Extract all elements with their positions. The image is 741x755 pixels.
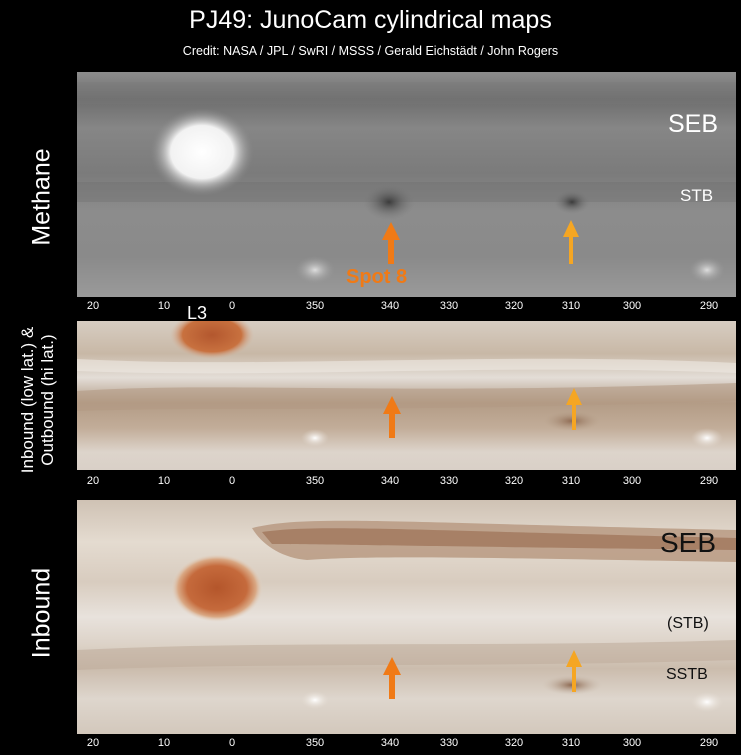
- longitude-tick: 330: [439, 737, 459, 749]
- longitude-tick: 10: [157, 475, 171, 487]
- belt-label-seb-inbound: SEB: [660, 527, 717, 558]
- arrow-up-icon: [382, 222, 400, 264]
- longitude-tick: 320: [504, 737, 524, 749]
- longitude-scale-1: 20 10 0 350 340 330 320 310 300 290: [77, 300, 736, 318]
- side-label-combined: Inbound (low lat.) & Outbound (hi lat.): [18, 327, 58, 473]
- belt-label-stb-inbound: (STB): [667, 615, 709, 632]
- longitude-tick: 290: [699, 300, 719, 312]
- longitude-tick: 10: [157, 737, 171, 749]
- longitude-tick: 340: [380, 300, 400, 312]
- longitude-tick: 310: [561, 300, 581, 312]
- belt-label-seb-methane: SEB: [668, 110, 719, 138]
- longitude-tick: 320: [504, 475, 524, 487]
- arrow-up-icon: [383, 657, 401, 699]
- longitude-tick: 0: [228, 737, 236, 749]
- belt-label-sstb-inbound: SSTB: [666, 666, 708, 683]
- longitude-tick: 310: [561, 737, 581, 749]
- methane-map-panel: [77, 72, 736, 297]
- longitude-tick: 310: [561, 475, 581, 487]
- longitude-tick: 300: [622, 300, 642, 312]
- longitude-tick: 340: [380, 737, 400, 749]
- longitude-tick: 0: [228, 300, 236, 312]
- side-label-combined-line1: Inbound (low lat.) &: [18, 326, 37, 474]
- longitude-tick: 320: [504, 300, 524, 312]
- longitude-tick: 330: [439, 300, 459, 312]
- arrow-up-icon: [383, 396, 401, 438]
- longitude-tick: 0: [228, 475, 236, 487]
- longitude-scale-3: 20 10 0 350 340 330 320 310 300 290: [77, 737, 736, 755]
- longitude-tick: 290: [699, 475, 719, 487]
- longitude-tick: 350: [305, 300, 325, 312]
- inbound-map-panel: [77, 500, 736, 734]
- longitude-tick: 10: [157, 300, 171, 312]
- longitude-tick: 20: [86, 300, 100, 312]
- credit-line: Credit: NASA / JPL / SwRI / MSSS / Geral…: [182, 44, 559, 58]
- belt-label-stb-methane: STB: [680, 186, 714, 205]
- spot-annotation: Spot 8: [346, 266, 408, 288]
- longitude-tick: 340: [380, 475, 400, 487]
- longitude-tick: 20: [86, 475, 100, 487]
- longitude-tick: 330: [439, 475, 459, 487]
- longitude-marker-l3: L3: [187, 303, 208, 323]
- arrow-up-icon: [563, 220, 579, 264]
- longitude-tick: 300: [622, 737, 642, 749]
- side-label-methane: Methane: [27, 148, 56, 246]
- longitude-scale-2: 20 10 0 350 340 330 320 310 300 290: [77, 475, 736, 493]
- side-label-combined-line2: Outbound (hi lat.): [38, 334, 57, 466]
- combined-map-panel: [77, 321, 736, 470]
- side-label-inbound: Inbound: [27, 567, 56, 659]
- longitude-tick: 20: [86, 737, 100, 749]
- longitude-tick: 350: [305, 475, 325, 487]
- longitude-tick: 290: [699, 737, 719, 749]
- arrow-up-icon: [566, 650, 582, 692]
- longitude-tick: 350: [305, 737, 325, 749]
- figure-title: PJ49: JunoCam cylindrical maps: [189, 6, 552, 34]
- longitude-tick: 300: [622, 475, 642, 487]
- arrow-up-icon: [566, 388, 582, 430]
